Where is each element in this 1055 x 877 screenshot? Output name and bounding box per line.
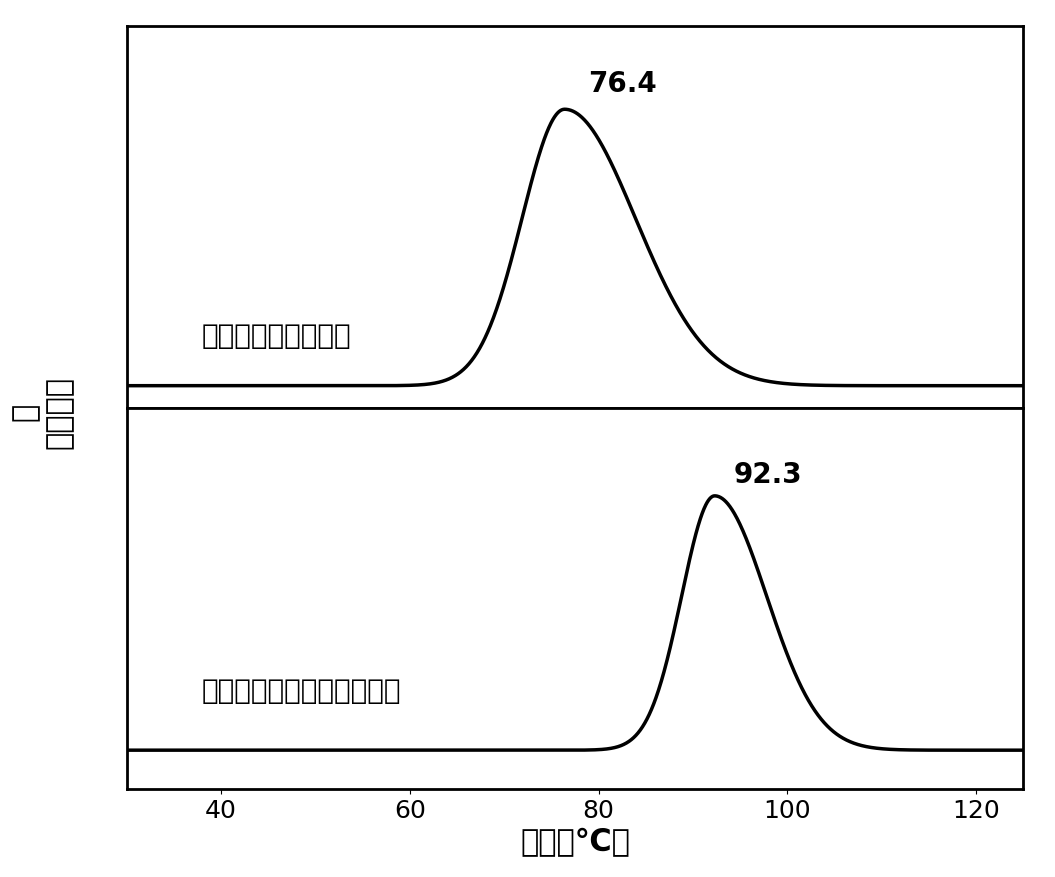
Text: 聚丁二酸丁二酯自成核材料: 聚丁二酸丁二酯自成核材料 bbox=[203, 677, 402, 705]
X-axis label: 温度（℃）: 温度（℃） bbox=[520, 829, 630, 858]
Text: 76.4: 76.4 bbox=[589, 70, 657, 98]
Text: 92.3: 92.3 bbox=[733, 461, 802, 489]
Text: 聚丁二酸丁二酯原料: 聚丁二酸丁二酯原料 bbox=[203, 322, 351, 350]
Text: ＼
放热方向: ＼ 放热方向 bbox=[11, 375, 74, 449]
